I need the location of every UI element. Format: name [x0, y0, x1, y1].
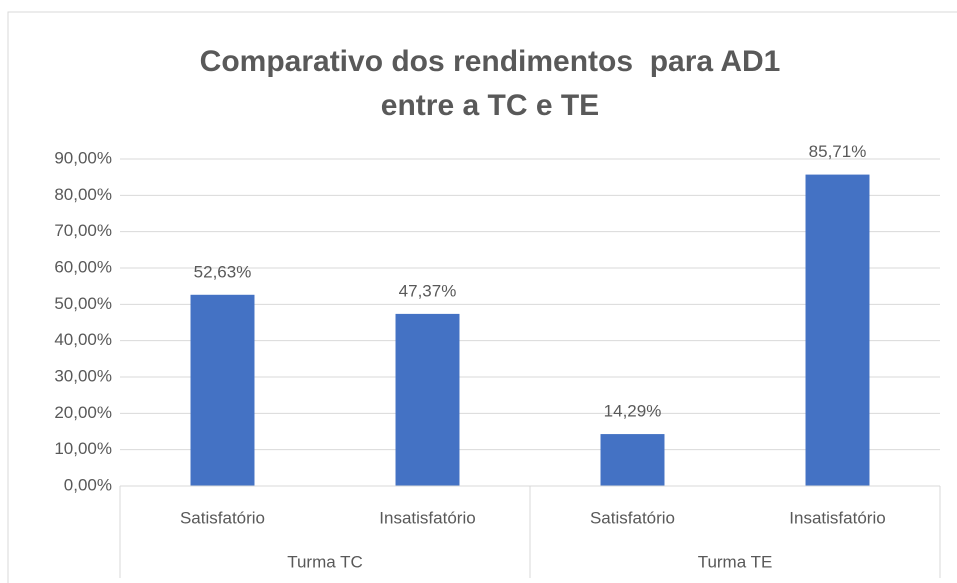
y-tick-label: 80,00%: [54, 185, 112, 204]
value-label: 47,37%: [399, 281, 457, 300]
value-label: 52,63%: [194, 262, 252, 281]
y-tick-label: 70,00%: [54, 221, 112, 240]
y-tick-label: 50,00%: [54, 294, 112, 313]
value-label: 14,29%: [604, 402, 662, 421]
group-label: Turma TE: [698, 552, 773, 571]
bar: [805, 174, 870, 486]
y-tick-label: 90,00%: [54, 148, 112, 167]
bar: [600, 434, 665, 486]
x-tick-label: Insatisfatório: [789, 508, 885, 527]
y-tick-label: 0,00%: [64, 475, 112, 494]
y-tick-label: 10,00%: [54, 439, 112, 458]
y-tick-label: 30,00%: [54, 366, 112, 385]
y-tick-label: 60,00%: [54, 257, 112, 276]
chart-title: Comparativo dos rendimentos para AD1 ent…: [199, 45, 789, 122]
chart-border: [7, 11, 957, 583]
x-tick-label: Satisfatório: [590, 508, 675, 527]
value-label: 85,71%: [809, 142, 867, 161]
x-tick-label: Insatisfatório: [379, 508, 475, 527]
bar: [395, 313, 460, 486]
bar: [190, 294, 255, 486]
x-tick-label: Satisfatório: [180, 508, 265, 527]
group-label: Turma TC: [287, 552, 363, 571]
y-tick-label: 40,00%: [54, 330, 112, 349]
y-tick-label: 20,00%: [54, 403, 112, 422]
